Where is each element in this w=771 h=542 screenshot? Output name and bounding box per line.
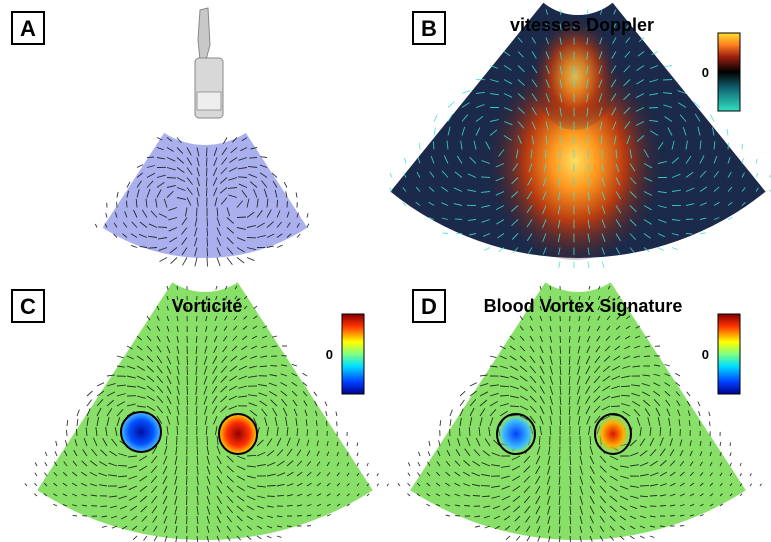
colorbar-label: 0 — [326, 347, 333, 362]
sector — [102, 132, 308, 258]
panel-label: D — [421, 294, 437, 319]
colorbar-label: 0 — [702, 347, 709, 362]
panel-title: vitesses Doppler — [510, 15, 654, 35]
colorbar — [341, 313, 365, 395]
doppler-jet — [530, 10, 620, 130]
sector — [410, 282, 746, 541]
colorbar — [717, 313, 741, 395]
panel-title: Blood Vortex Signature — [484, 296, 683, 316]
vortex-circle — [594, 413, 632, 455]
vector-field — [94, 137, 310, 267]
panel-label: A — [20, 16, 36, 41]
vector-field — [397, 285, 762, 542]
vector-field — [24, 285, 389, 542]
panel-label: C — [20, 294, 36, 319]
colorbar — [717, 32, 741, 112]
panel-label-box: A B C D — [11, 11, 446, 323]
panel-title: Vorticité — [172, 296, 243, 316]
panel-label: B — [421, 16, 437, 41]
vortex-circle — [496, 413, 536, 455]
ultrasound-probe — [194, 7, 224, 119]
vortex-circle — [120, 411, 162, 453]
colorbar-label: 0 — [702, 65, 709, 80]
vector-field — [389, 9, 771, 269]
doppler-jet — [485, 40, 665, 260]
vortex-circle — [218, 413, 258, 455]
